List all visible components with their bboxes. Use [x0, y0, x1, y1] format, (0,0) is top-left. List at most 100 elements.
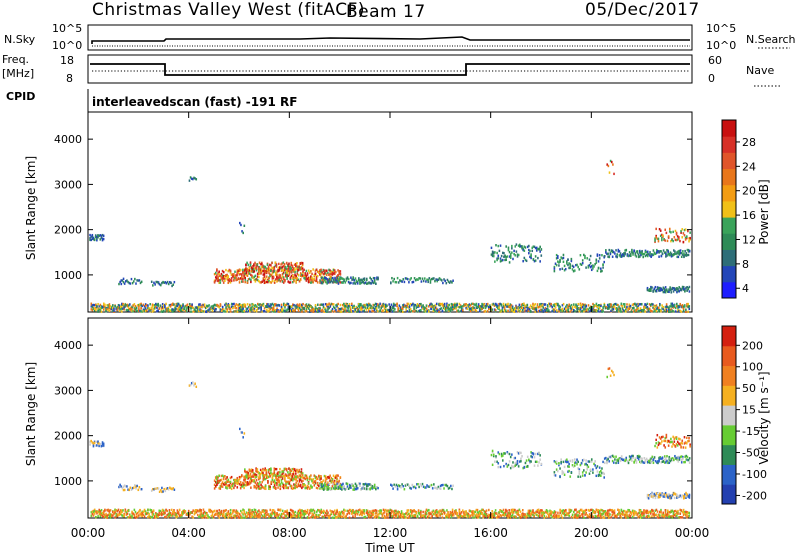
echo-cell — [250, 267, 253, 271]
echo-cell — [437, 513, 439, 517]
echo-cell — [490, 246, 493, 250]
echo-cell — [610, 509, 612, 512]
echo-cell — [572, 265, 575, 269]
echo-cell — [404, 304, 406, 308]
echo-cell — [423, 310, 426, 313]
echo-cell — [617, 512, 619, 516]
echo-cell — [420, 308, 422, 312]
echo-cell — [306, 305, 309, 308]
echo-cell — [222, 277, 225, 280]
echo-cell — [674, 514, 677, 517]
echo-cell — [664, 512, 667, 516]
echo-cell — [373, 277, 376, 280]
echo-cell — [270, 269, 272, 273]
echo-cell — [584, 308, 586, 311]
echo-cell — [673, 513, 676, 517]
echo-cell — [117, 514, 120, 517]
echo-cell — [592, 510, 594, 513]
echo-cell — [131, 510, 133, 514]
echo-cell — [295, 515, 298, 519]
echo-cell — [405, 277, 408, 280]
echo-cell — [667, 252, 669, 256]
echo-cell — [101, 305, 104, 309]
echo-cell — [606, 306, 609, 309]
echo-cell — [334, 310, 336, 313]
echo-cell — [637, 302, 640, 306]
echo-cell — [338, 516, 341, 519]
echo-cell — [315, 277, 318, 281]
echo-cell — [606, 514, 609, 518]
echo-cell — [532, 307, 534, 310]
echo-cell — [684, 253, 686, 257]
echo-cell — [440, 302, 443, 306]
echo-cell — [432, 509, 435, 512]
echo-cell — [315, 275, 318, 279]
echo-cell — [267, 266, 270, 270]
echo-cell — [455, 303, 457, 307]
echo-cell — [337, 306, 340, 310]
echo-cell — [672, 515, 675, 518]
echo-cell — [261, 310, 264, 313]
echo-cell — [288, 281, 291, 284]
echo-cell — [93, 512, 96, 515]
echo-cell — [345, 515, 347, 519]
echo-cell — [122, 509, 124, 512]
echo-cell — [366, 306, 369, 309]
echo-cell — [380, 509, 383, 512]
echo-cell — [241, 273, 243, 276]
echo-cell — [325, 269, 328, 272]
echo-cell — [321, 303, 324, 306]
echo-cell — [240, 514, 242, 517]
echo-cell — [289, 305, 292, 309]
echo-cell — [670, 255, 673, 258]
echo-cell — [333, 271, 336, 275]
echo-cell — [676, 286, 678, 290]
echo-cell — [321, 281, 324, 285]
echo-cell — [268, 309, 270, 312]
echo-cell — [495, 305, 498, 308]
echo-cell — [212, 306, 215, 309]
echo-cell — [338, 278, 341, 282]
echo-cell — [680, 516, 683, 519]
echo-cell — [123, 514, 125, 517]
echo-cell — [541, 514, 543, 517]
echo-cell — [105, 512, 107, 516]
echo-cell — [652, 303, 654, 306]
echo-cell — [636, 251, 639, 255]
echo-cell — [508, 250, 511, 254]
echo-cell — [446, 516, 448, 519]
echo-cell — [602, 509, 605, 513]
echo-cell — [91, 512, 94, 516]
echo-cell — [275, 515, 277, 518]
echo-cell — [478, 305, 481, 308]
echo-cell — [456, 514, 458, 517]
echo-cell — [592, 306, 594, 309]
echo-cell — [437, 309, 439, 312]
echo-cell — [533, 307, 535, 311]
echo-cell — [635, 303, 637, 307]
echo-cell — [593, 308, 595, 312]
echo-cell — [129, 303, 131, 306]
echo-cell — [429, 279, 432, 282]
echo-cell — [332, 272, 335, 275]
echo-cell — [223, 514, 225, 518]
echo-cell — [348, 302, 351, 306]
echo-cell — [417, 278, 419, 281]
echo-cell — [583, 309, 585, 313]
echo-cell — [684, 236, 687, 240]
echo-cell — [460, 305, 463, 308]
echo-cell — [264, 265, 267, 269]
echo-cell — [253, 270, 255, 273]
echo-cell — [653, 287, 656, 290]
echo-cell — [230, 277, 233, 280]
echo-cell — [199, 508, 201, 512]
echo-cell — [295, 304, 298, 307]
echo-cell — [451, 303, 454, 306]
echo-cell — [175, 307, 178, 311]
echo-cell — [438, 303, 440, 307]
echo-cell — [674, 250, 676, 253]
echo-cell — [254, 304, 257, 307]
echo-cell — [265, 275, 268, 278]
echo-cell — [414, 514, 417, 518]
echo-cell — [638, 303, 641, 306]
